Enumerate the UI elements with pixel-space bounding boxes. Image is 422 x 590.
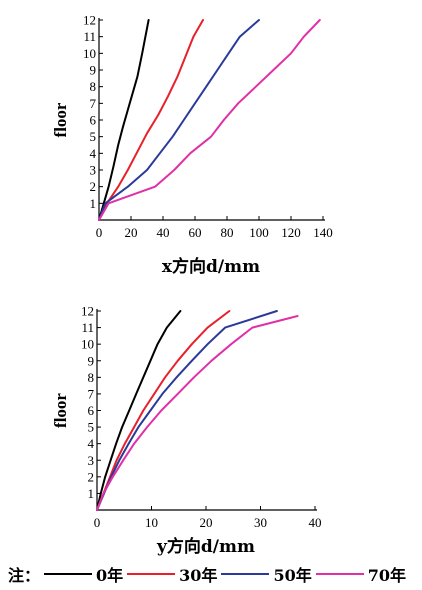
y-tick-label: 1 xyxy=(90,196,97,211)
series-line-2 xyxy=(98,19,260,221)
y-tick-label: 3 xyxy=(90,163,97,178)
y-tick-label: 2 xyxy=(88,469,95,484)
legend-label-3: 70年 xyxy=(367,566,406,585)
x-tick-label: 80 xyxy=(221,225,234,240)
legend: 注： 0年 30年 50年 70年 xyxy=(8,562,418,586)
y-tick-label: 9 xyxy=(88,353,95,368)
y-tick-label: 8 xyxy=(88,370,95,385)
y-tick-label: 4 xyxy=(88,436,95,451)
x-tick-label: 0 xyxy=(96,225,103,240)
y-tick-label: 7 xyxy=(90,96,97,111)
x-tick-label: 40 xyxy=(309,515,322,530)
y-tick-label: 2 xyxy=(90,179,97,194)
legend-swatch-2 xyxy=(221,573,270,575)
x-tick-label: 30 xyxy=(254,515,267,530)
y-tick-label: 8 xyxy=(90,79,97,94)
x-tick-label: 60 xyxy=(189,225,202,240)
series-line-1 xyxy=(96,310,231,511)
legend-swatch-1 xyxy=(127,573,176,575)
legend-label-2: 50年 xyxy=(273,566,312,585)
x-tick-label: 100 xyxy=(249,225,269,240)
legend-item-3: 70年 xyxy=(314,562,406,586)
x-tick-label: 20 xyxy=(200,515,213,530)
y-tick-label: 11 xyxy=(81,320,94,335)
y-tick-label: 3 xyxy=(88,453,95,468)
legend-item-2: 50年 xyxy=(219,562,312,586)
y-tick-label: 7 xyxy=(88,386,95,401)
x-tick-label: 10 xyxy=(145,515,158,530)
y-tick-label: 10 xyxy=(83,46,96,61)
series-line-2 xyxy=(96,310,278,511)
y-axis-label: floor xyxy=(51,102,70,137)
y-tick-label: 9 xyxy=(90,63,97,78)
legend-item-1: 30年 xyxy=(125,562,217,586)
y-axis-label: floor xyxy=(51,393,70,428)
series-line-0 xyxy=(98,19,150,221)
y-tick-label: 6 xyxy=(90,113,97,128)
y-tick-label: 10 xyxy=(81,337,94,352)
y-tick-label: 11 xyxy=(83,29,96,44)
x-tick-label: 0 xyxy=(94,515,101,530)
series-line-0 xyxy=(96,310,182,511)
legend-item-0: 0年 xyxy=(42,562,123,586)
x-tick-label: 120 xyxy=(281,225,301,240)
x-tick-label: 40 xyxy=(157,225,170,240)
legend-swatch-0 xyxy=(44,573,93,575)
series-line-1 xyxy=(98,19,204,221)
legend-label-0: 0年 xyxy=(96,566,124,585)
x-tick-label: 140 xyxy=(313,225,333,240)
y-tick-label: 5 xyxy=(90,129,97,144)
legend-swatch-3 xyxy=(315,573,364,575)
y-tick-label: 6 xyxy=(88,403,95,418)
y-tick-label: 12 xyxy=(81,304,94,319)
y-tick-label: 5 xyxy=(88,420,95,435)
series-line-3 xyxy=(98,19,321,221)
legend-note: 注： xyxy=(8,566,41,585)
y-tick-label: 12 xyxy=(83,13,96,28)
y-tick-label: 4 xyxy=(90,146,97,161)
y-tick-label: 1 xyxy=(88,486,95,501)
x-axis-label: y方向d/mm xyxy=(156,536,255,557)
series-line-3 xyxy=(96,315,299,511)
x-axis-label: x方向d/mm xyxy=(162,256,260,277)
legend-label-1: 30年 xyxy=(179,566,218,585)
x-tick-label: 20 xyxy=(125,225,138,240)
